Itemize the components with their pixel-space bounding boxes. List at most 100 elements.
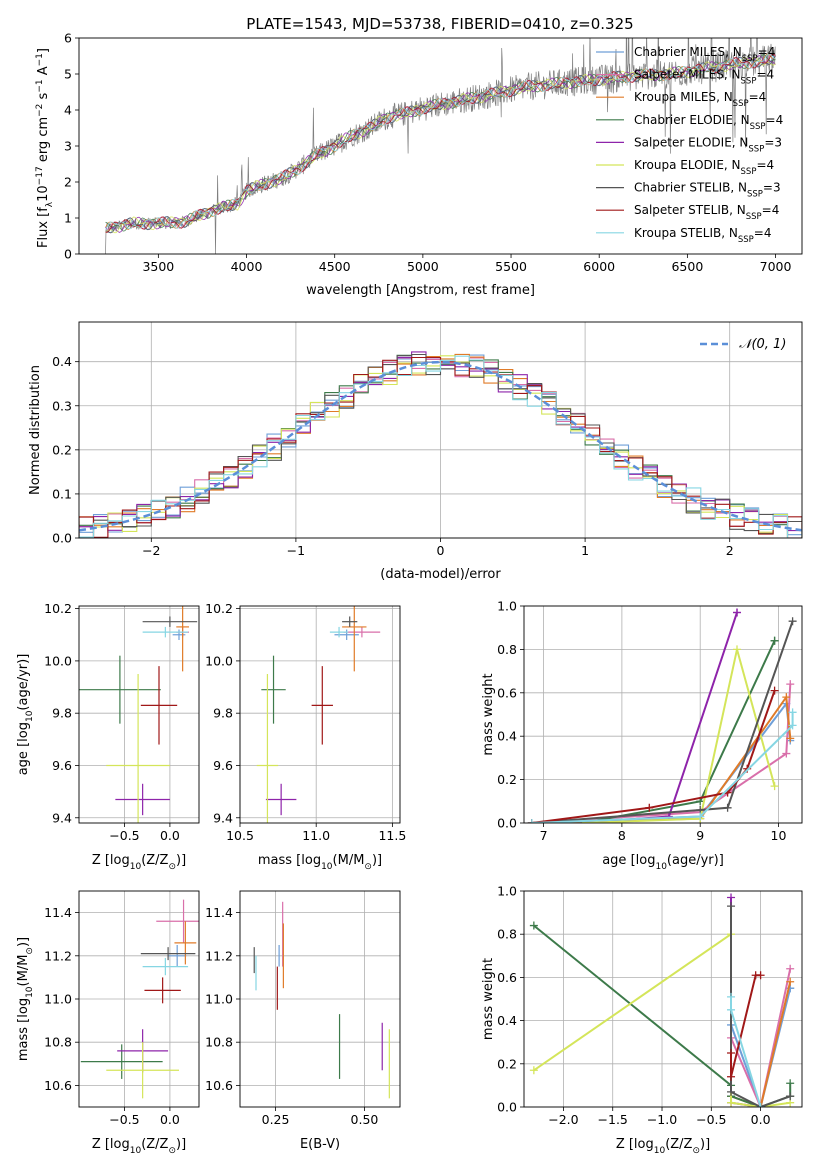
x-tick-label: 5500	[495, 259, 527, 274]
legend-nssp-eq: =	[754, 226, 764, 240]
y-tick-label: 11.2	[205, 948, 233, 963]
legend-nssp-value: 4	[768, 45, 776, 59]
y-tick-label: 9.8	[52, 706, 72, 721]
x-axis-label-part: (Z/Z	[141, 853, 168, 868]
legend-nssp-value: 4	[767, 158, 775, 172]
x-axis-label: age [log10(age/yr)]	[602, 853, 724, 872]
errorbars	[80, 899, 199, 1099]
x-tick-label: 11.5	[378, 828, 406, 843]
y-axis-label-part: ⊙	[25, 947, 35, 955]
y-tick-label: 4	[64, 103, 72, 118]
weight-marker	[756, 1103, 765, 1107]
y-axis-label-part: λ	[45, 201, 55, 207]
x-axis-label: Z [log10(Z/Z⊙)]	[616, 1137, 710, 1156]
y-tick-label: 1.0	[497, 884, 517, 899]
x-tick-label: 6000	[583, 259, 615, 274]
weight-marker	[770, 686, 779, 695]
legend-label: Kroupa MILES, NSSP=4	[634, 90, 766, 109]
x-tick-label: −1	[287, 543, 305, 558]
x-axis-label-part: ⊙	[168, 862, 176, 872]
legend-nssp-sub: SSP	[748, 144, 764, 154]
x-tick-label: 0.0	[160, 828, 180, 843]
x-tick-label: −1.0	[647, 1112, 677, 1127]
y-tick-label: 0.8	[497, 642, 517, 657]
x-tick-label: 4500	[319, 259, 351, 274]
axes-frame	[523, 890, 803, 1108]
weight-marker	[786, 1092, 795, 1101]
x-tick-label: 3500	[142, 259, 174, 274]
weight-line-salpeter-stelib	[531, 690, 776, 823]
x-tick-label: 9	[696, 828, 704, 843]
weight-marker	[727, 992, 736, 1001]
y-tick-label: 10.6	[205, 1078, 233, 1093]
weight-marker	[782, 749, 791, 758]
y-axis-label-part: −2	[35, 104, 45, 117]
x-axis-label: wavelength [Angstrom, rest frame]	[306, 283, 535, 298]
legend-series-name: Salpeter STELIB	[634, 203, 729, 217]
x-axis-label-part: mass [log	[258, 853, 321, 868]
legend-series-name: Kroupa STELIB	[634, 226, 721, 240]
errorbars	[79, 606, 198, 823]
x-tick-label: 10.5	[226, 828, 254, 843]
legend-nssp-eq: =	[758, 45, 768, 59]
y-tick-label: 0.1	[52, 486, 72, 501]
model-line-salpeter-miles	[105, 53, 776, 233]
weight-marker	[527, 819, 536, 823]
x-axis-label-part: ⊙	[692, 1146, 700, 1156]
legend-nssp-prefix: , N	[730, 181, 747, 195]
legend-nssp-prefix: , N	[733, 113, 750, 127]
y-tick-label: 1.0	[497, 599, 517, 614]
weight-marker	[723, 803, 732, 812]
y-axis-label-part: −1	[35, 79, 45, 92]
x-axis-label-part: age [log	[602, 853, 655, 868]
legend-nssp-sub: SSP	[746, 212, 762, 222]
y-tick-label: 11.0	[44, 992, 72, 1007]
x-axis-label-part: Z [log	[92, 1137, 130, 1152]
residual-histograms	[79, 351, 802, 538]
x-tick-label: −0.5	[696, 1112, 726, 1127]
legend-nssp-prefix: , N	[729, 203, 746, 217]
weight-marker	[786, 977, 795, 986]
y-tick-label: 10.8	[205, 1035, 233, 1050]
legend-label: Salpeter ELODIE, NSSP=3	[634, 135, 782, 154]
figure-title: PLATE=1543, MJD=53738, FIBERID=0410, z=0…	[246, 15, 633, 33]
axes-frame	[78, 890, 200, 1108]
y-axis-label-part: age [log	[16, 722, 31, 775]
legend-nssp-prefix: , N	[732, 135, 749, 149]
weight-line-salpeter-elodie	[582, 612, 738, 823]
y-axis-label-part: )]	[16, 937, 31, 947]
legend-series-name: Salpeter MILES	[634, 68, 724, 82]
residual-histogram-kroupa-stelib	[79, 355, 802, 538]
y-tick-label: 11.2	[44, 948, 72, 963]
y-tick-label: 9.4	[213, 810, 233, 825]
legend-label: Chabrier MILES, NSSP=4	[634, 45, 775, 64]
x-tick-label: −1.5	[598, 1112, 628, 1127]
y-tick-label: 10.0	[44, 653, 72, 668]
y-axis-label: mass [log10(M/M⊙)]	[16, 937, 35, 1061]
weight-line-chabrier-stelib	[531, 620, 794, 823]
x-axis-label: (data-model)/error	[380, 567, 501, 582]
y-tick-label: 10.8	[44, 1035, 72, 1050]
x-axis-label-part: Z [log	[92, 853, 130, 868]
x-axis-label-part: 10	[655, 862, 667, 872]
y-tick-label: 0.4	[497, 729, 517, 744]
x-tick-label: 0	[437, 543, 445, 558]
legend-nssp-eq: =	[756, 68, 766, 82]
x-tick-label: 6500	[671, 259, 703, 274]
legend-series-name: Chabrier STELIB	[634, 181, 730, 195]
y-axis-label-part: (age/yr)]	[16, 654, 31, 711]
weight-marker	[529, 1066, 538, 1075]
weight-marker	[733, 608, 742, 617]
weight-marker	[788, 708, 797, 717]
x-tick-label: 7	[540, 828, 548, 843]
legend-nssp-value: 4	[767, 68, 775, 82]
x-tick-label: −2	[142, 543, 160, 558]
y-tick-label: 0.2	[497, 772, 517, 787]
y-tick-label: 5	[64, 67, 72, 82]
legend-nssp-value: 3	[773, 181, 781, 195]
x-tick-label: 7000	[760, 259, 792, 274]
y-axis-label-part: −1	[35, 53, 45, 66]
y-tick-label: 0.4	[52, 354, 72, 369]
spectrum-panel: 3500 4000 4500 5000 5500 6000 6500 7000 0 1 2 3 4 5 6 C…	[35, 31, 803, 298]
